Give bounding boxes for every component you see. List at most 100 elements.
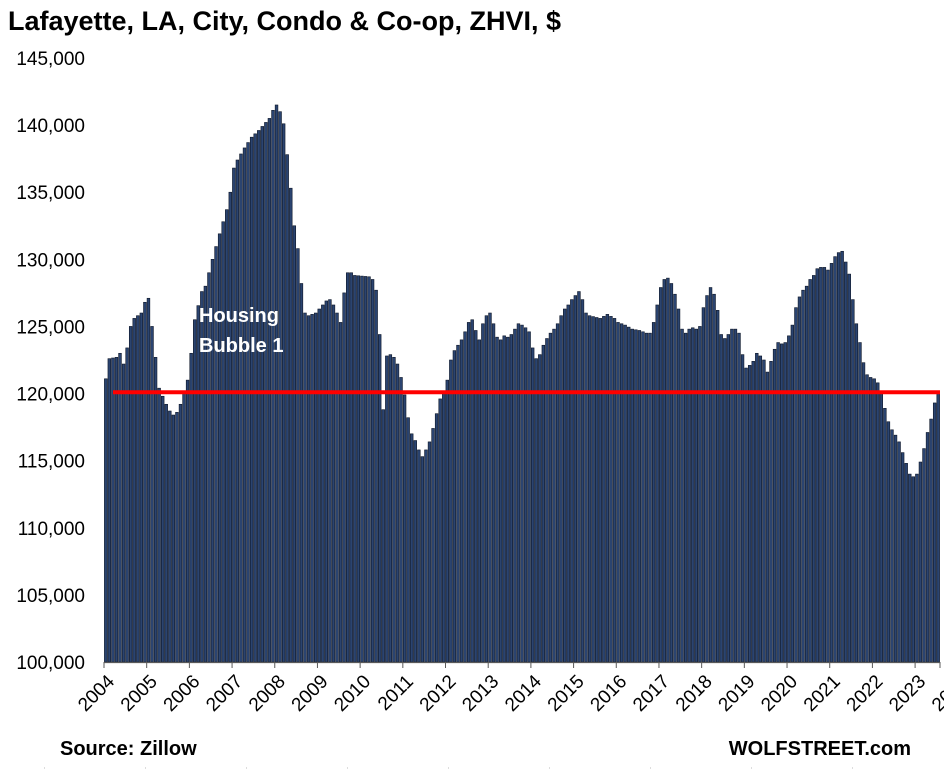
bar: [246, 142, 250, 663]
bar: [342, 292, 346, 663]
bar: [637, 330, 642, 663]
x-tick-label: 2019: [715, 671, 760, 716]
bar: [171, 414, 176, 663]
bar: [747, 365, 752, 663]
bar: [299, 283, 304, 663]
bar: [438, 398, 442, 663]
bar: [313, 312, 318, 663]
bar: [918, 461, 923, 663]
bar: [683, 332, 688, 663]
bar: [595, 317, 599, 663]
bar: [562, 308, 567, 663]
bar: [378, 334, 382, 663]
bar: [826, 269, 830, 663]
bar: [143, 301, 147, 663]
bar: [804, 285, 809, 663]
bar: [228, 191, 232, 663]
bar: [698, 326, 702, 663]
bar: [641, 331, 645, 663]
x-tick-label: 2007: [202, 671, 247, 716]
bar: [694, 328, 698, 663]
bar: [474, 330, 478, 663]
bar: [737, 332, 741, 663]
bar: [513, 328, 517, 663]
bar: [616, 322, 620, 663]
bar: [321, 304, 325, 663]
bar: [285, 154, 289, 663]
bar: [648, 332, 652, 663]
bar: [836, 252, 841, 663]
bar: [723, 338, 727, 663]
annotation-text: Bubble 1: [199, 335, 283, 357]
x-axis: 2004200520062007200820092010201120122013…: [74, 661, 944, 716]
annotation-text: Housing: [199, 305, 279, 327]
bar: [545, 338, 549, 663]
bar: [915, 473, 919, 663]
bar: [680, 328, 684, 663]
bar: [644, 332, 649, 663]
bar: [929, 418, 933, 663]
bar: [808, 279, 812, 663]
bar: [178, 403, 183, 663]
bar: [338, 322, 343, 663]
bar: [883, 408, 887, 663]
bar: [509, 334, 514, 663]
bar: [395, 363, 400, 663]
bar: [762, 359, 766, 663]
bar: [591, 316, 595, 663]
bar: [634, 329, 638, 663]
y-axis: 100,000 105,000 110,000 115,000 120,000 125,0…: [16, 49, 85, 674]
x-tick-label: 2023: [885, 671, 930, 716]
y-tick-label: 145,000: [16, 49, 85, 70]
bar: [345, 272, 350, 663]
bar: [587, 315, 592, 663]
bar: [168, 410, 172, 663]
bar: [630, 328, 634, 663]
x-tick-label: 2006: [160, 671, 205, 716]
bar: [851, 299, 855, 663]
bar: [897, 441, 901, 663]
bar: [452, 350, 457, 663]
bar: [570, 299, 574, 663]
y-tick-label: 110,000: [18, 519, 85, 540]
bar: [153, 357, 158, 663]
bar: [886, 421, 891, 663]
x-tick-label: 2018: [672, 671, 717, 716]
bar: [498, 339, 503, 663]
bar: [530, 347, 535, 663]
bar: [434, 413, 439, 663]
x-tick-label: 2013: [458, 671, 503, 716]
bar: [673, 293, 677, 663]
bar: [104, 378, 108, 663]
x-tick-label: 2020: [757, 671, 802, 716]
x-tick-label: 2024: [928, 671, 944, 716]
bar: [111, 357, 115, 663]
bar: [488, 312, 492, 663]
bar: [520, 324, 524, 663]
bar: [274, 104, 279, 663]
x-tick-label: 2016: [587, 671, 632, 716]
bar: [861, 362, 866, 663]
bar: [922, 448, 926, 663]
bar: [548, 332, 553, 663]
y-tick-label: 140,000: [16, 116, 85, 137]
chart-title: Lafayette, LA, City, Condo & Co-op, ZHVI…: [8, 6, 562, 36]
bar: [854, 323, 859, 663]
bar: [708, 287, 713, 663]
bar: [410, 433, 414, 663]
bar: [324, 300, 329, 663]
x-tick-label: 2012: [416, 671, 461, 716]
bar: [765, 371, 770, 663]
annotation-group: Housing Bubble 1: [44, 305, 853, 769]
bar: [402, 394, 407, 663]
bar-series: [104, 104, 940, 663]
x-tick-label: 2010: [330, 671, 375, 716]
bar: [193, 319, 197, 663]
x-tick-label: 2008: [245, 671, 290, 716]
bar: [331, 304, 336, 663]
bar: [755, 352, 759, 663]
bar: [908, 473, 912, 663]
bar: [185, 379, 190, 663]
bar: [538, 354, 542, 663]
